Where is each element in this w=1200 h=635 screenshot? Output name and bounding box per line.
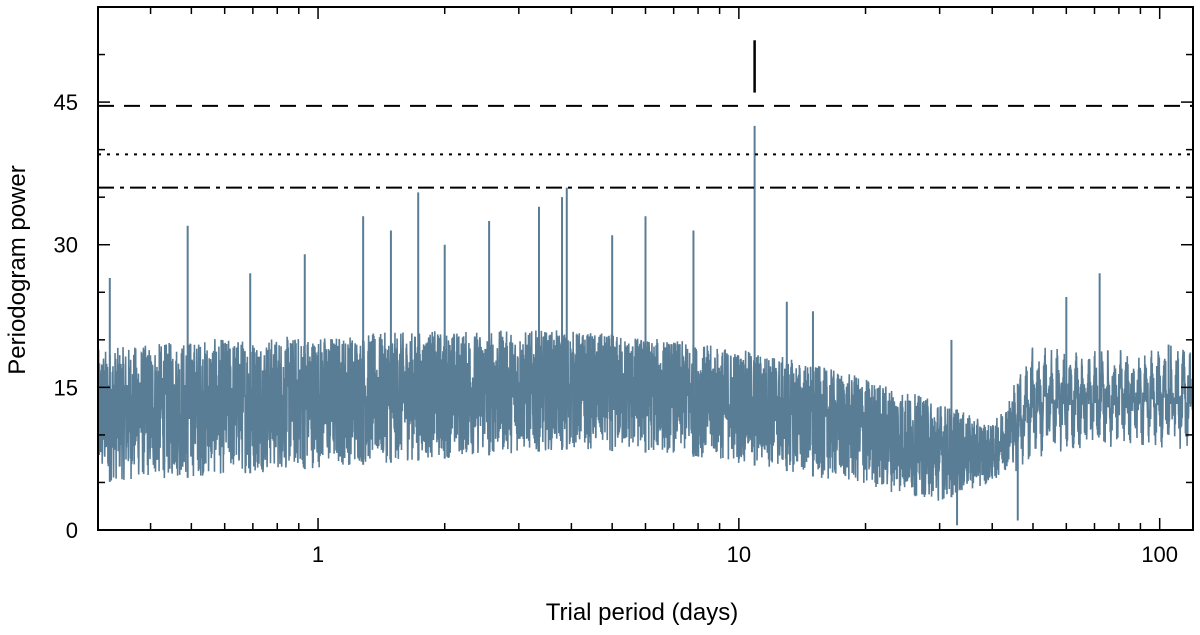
tick-layer bbox=[97, 6, 1193, 531]
x-tick-label: 1 bbox=[312, 542, 324, 567]
y-tick-label: 30 bbox=[54, 233, 78, 258]
series-layer bbox=[97, 125, 1194, 526]
x-tick-label: 10 bbox=[727, 542, 751, 567]
x-tick-label: 100 bbox=[1141, 542, 1178, 567]
y-axis-label: Periodogram power bbox=[4, 165, 31, 374]
y-tick-label: 0 bbox=[66, 518, 78, 543]
x-axis-label: Trial period (days) bbox=[546, 599, 739, 626]
y-tick-label: 45 bbox=[54, 90, 78, 115]
y-tick-label: 15 bbox=[54, 375, 78, 400]
threshold-layer bbox=[98, 104, 1193, 189]
label-layer: 1 10 100 0 15 30 45 bbox=[54, 90, 1179, 567]
